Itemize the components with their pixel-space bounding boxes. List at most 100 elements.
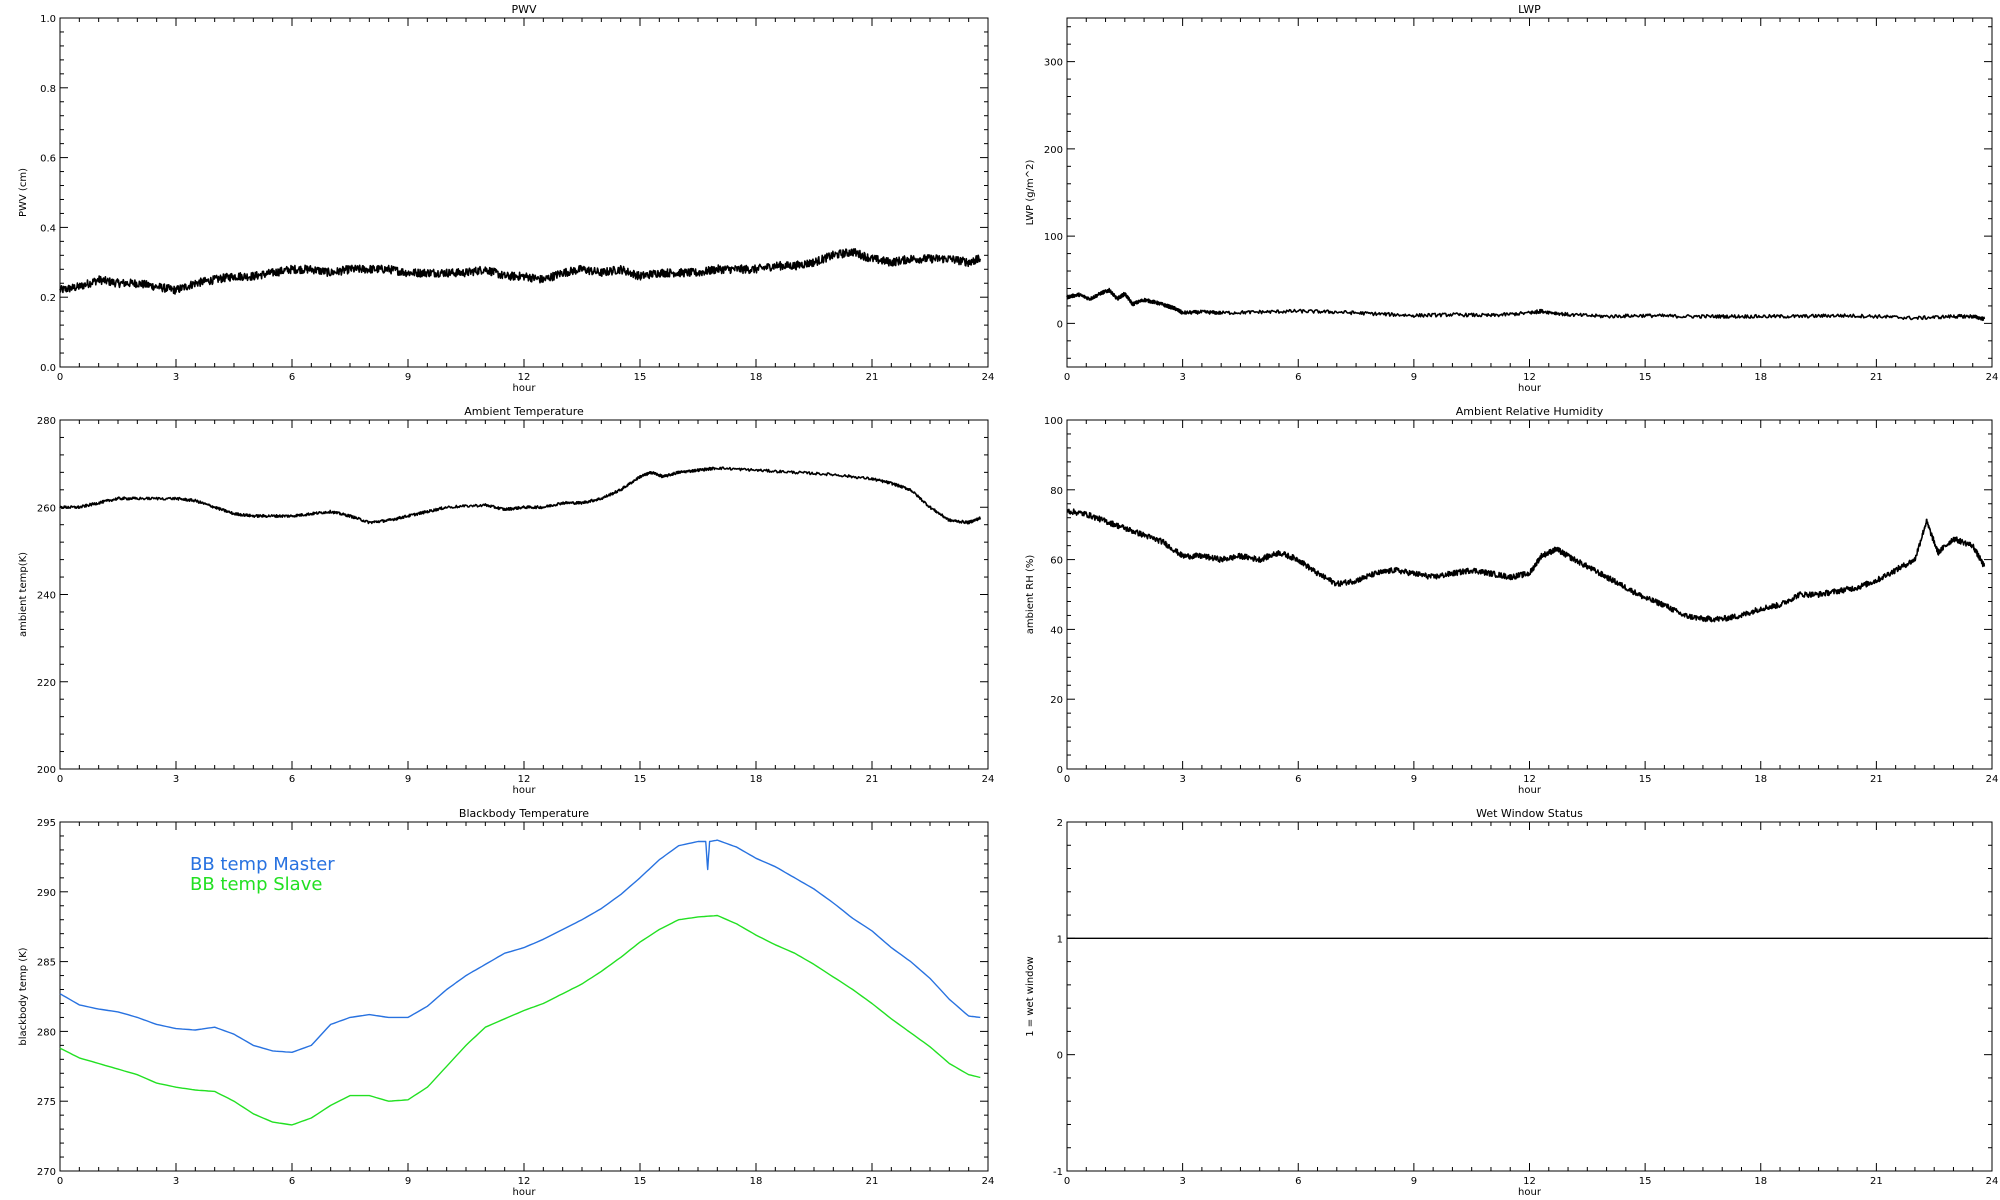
x-tick-label: 18 bbox=[750, 774, 763, 785]
ambient-temperature-panel: Ambient Temperature 0 3 6 9 12 15 18 21 24 hour 200… bbox=[18, 405, 994, 796]
legend-entry: BB temp Master bbox=[190, 854, 335, 875]
y-tick-label: 1.0 bbox=[40, 14, 56, 25]
x-tick-label: 12 bbox=[518, 774, 531, 785]
chart-title: Ambient Relative Humidity bbox=[1456, 405, 1604, 418]
y-tick-label: 60 bbox=[1050, 556, 1063, 567]
y-tick-label: 1 bbox=[1057, 934, 1063, 945]
x-tick-label: 0 bbox=[1064, 372, 1070, 383]
x-tick-label: 24 bbox=[982, 1176, 995, 1187]
chart-title: Wet Window Status bbox=[1476, 807, 1583, 820]
x-tick-label: 9 bbox=[405, 774, 411, 785]
x-tick-label: 15 bbox=[634, 372, 647, 383]
blackbody-temperature-panel: Blackbody Temperature 0 3 6 9 12 15 18 21 24 hour 2… bbox=[18, 807, 994, 1198]
x-tick-label: 15 bbox=[1639, 372, 1652, 383]
x-tick-label: 21 bbox=[866, 372, 879, 383]
y-tick-label: 285 bbox=[37, 958, 56, 969]
y-tick-label: 260 bbox=[37, 503, 56, 514]
y-axis-label: ambient RH (%) bbox=[1025, 555, 1036, 635]
x-tick-label: 9 bbox=[405, 1176, 411, 1187]
chart-title: Blackbody Temperature bbox=[459, 807, 589, 820]
x-tick-label: 12 bbox=[1523, 774, 1536, 785]
x-tick-label: 18 bbox=[1754, 372, 1767, 383]
x-tick-label: 12 bbox=[1523, 1176, 1536, 1187]
x-tick-label: 18 bbox=[1754, 774, 1767, 785]
y-tick-label: 2 bbox=[1057, 818, 1063, 829]
y-tick-label: 100 bbox=[1044, 416, 1063, 427]
y-tick-label: 0 bbox=[1057, 319, 1063, 330]
x-tick-label: 3 bbox=[173, 372, 179, 383]
x-tick-label: 3 bbox=[173, 1176, 179, 1187]
x-tick-label: 3 bbox=[1179, 774, 1185, 785]
y-tick-label: 200 bbox=[1044, 145, 1063, 156]
series-line-bb-temp-master bbox=[59, 839, 981, 1054]
y-tick-label: 275 bbox=[37, 1097, 56, 1108]
x-tick-label: 6 bbox=[1295, 1176, 1301, 1187]
x-tick-label: 21 bbox=[1870, 372, 1883, 383]
x-tick-label: 18 bbox=[750, 372, 763, 383]
y-axis-label: LWP (g/m^2) bbox=[1025, 160, 1036, 226]
x-tick-label: 3 bbox=[1179, 372, 1185, 383]
x-tick-label: 15 bbox=[634, 1176, 647, 1187]
x-tick-label: 24 bbox=[1986, 774, 1999, 785]
series-line bbox=[1066, 508, 1986, 623]
y-tick-label: 0.0 bbox=[40, 363, 56, 374]
y-tick-label: 220 bbox=[37, 678, 56, 689]
lwp-panel: LWP 0 3 6 9 12 15 18 21 24 hour 0 100 200 300 LWP (g/m^… bbox=[1025, 3, 1998, 394]
x-tick-label: 6 bbox=[1295, 774, 1301, 785]
x-axis-label: hour bbox=[513, 785, 537, 796]
x-tick-label: 15 bbox=[634, 774, 647, 785]
x-tick-label: 0 bbox=[1064, 1176, 1070, 1187]
y-tick-label: 0.8 bbox=[40, 84, 56, 95]
x-axis-label: hour bbox=[1518, 383, 1542, 394]
x-tick-label: 9 bbox=[405, 372, 411, 383]
series-line bbox=[59, 248, 982, 295]
series-line bbox=[59, 466, 982, 525]
x-tick-label: 18 bbox=[1754, 1176, 1767, 1187]
x-tick-label: 12 bbox=[1523, 372, 1536, 383]
x-axis-label: hour bbox=[1518, 1187, 1542, 1198]
plot-frame bbox=[59, 17, 989, 368]
y-tick-label: 240 bbox=[37, 591, 56, 602]
x-axis-label: hour bbox=[513, 1187, 537, 1198]
y-tick-label: 270 bbox=[37, 1167, 56, 1178]
series-line-bb-temp-slave bbox=[59, 914, 981, 1126]
pwv-panel: PWV 0 3 6 9 12 15 18 21 24 hour 0.0 0.2 0.4 0.6 0.8 1.0 P… bbox=[18, 3, 994, 394]
x-tick-label: 15 bbox=[1639, 774, 1652, 785]
x-tick-label: 24 bbox=[982, 774, 995, 785]
y-tick-label: 300 bbox=[1044, 58, 1063, 69]
x-tick-label: 24 bbox=[982, 372, 995, 383]
y-tick-label: 295 bbox=[37, 818, 56, 829]
ambient-humidity-panel: Ambient Relative Humidity 0 3 6 9 12 15 18 21 24 h… bbox=[1025, 405, 1998, 796]
y-tick-label: 80 bbox=[1050, 486, 1063, 497]
x-tick-label: 21 bbox=[866, 1176, 879, 1187]
x-tick-label: 6 bbox=[289, 372, 295, 383]
x-tick-label: 6 bbox=[289, 1176, 295, 1187]
x-tick-label: 0 bbox=[57, 774, 63, 785]
x-tick-label: 9 bbox=[1411, 1176, 1417, 1187]
y-tick-label: 280 bbox=[37, 416, 56, 427]
x-axis-label: hour bbox=[1518, 785, 1542, 796]
y-tick-label: 200 bbox=[37, 765, 56, 776]
y-tick-label: 280 bbox=[37, 1027, 56, 1038]
y-axis-label: blackbody temp (K) bbox=[18, 947, 29, 1045]
chart-title: LWP bbox=[1518, 3, 1541, 16]
plot-frame bbox=[1066, 419, 1993, 770]
x-tick-label: 3 bbox=[173, 774, 179, 785]
y-tick-label: 40 bbox=[1050, 625, 1063, 636]
x-tick-label: 0 bbox=[57, 1176, 63, 1187]
x-tick-label: 6 bbox=[289, 774, 295, 785]
y-tick-label: 290 bbox=[37, 888, 56, 899]
x-tick-label: 18 bbox=[750, 1176, 763, 1187]
legend-entry: BB temp Slave bbox=[190, 874, 322, 895]
x-tick-label: 6 bbox=[1295, 372, 1301, 383]
x-tick-label: 3 bbox=[1179, 1176, 1185, 1187]
plot-frame bbox=[59, 419, 989, 770]
x-tick-label: 12 bbox=[518, 1176, 531, 1187]
x-tick-label: 15 bbox=[1639, 1176, 1652, 1187]
y-tick-label: 0.4 bbox=[40, 223, 56, 234]
y-tick-label: 20 bbox=[1050, 695, 1063, 706]
y-tick-label: -1 bbox=[1053, 1167, 1063, 1178]
plot-frame bbox=[1066, 821, 1993, 1172]
